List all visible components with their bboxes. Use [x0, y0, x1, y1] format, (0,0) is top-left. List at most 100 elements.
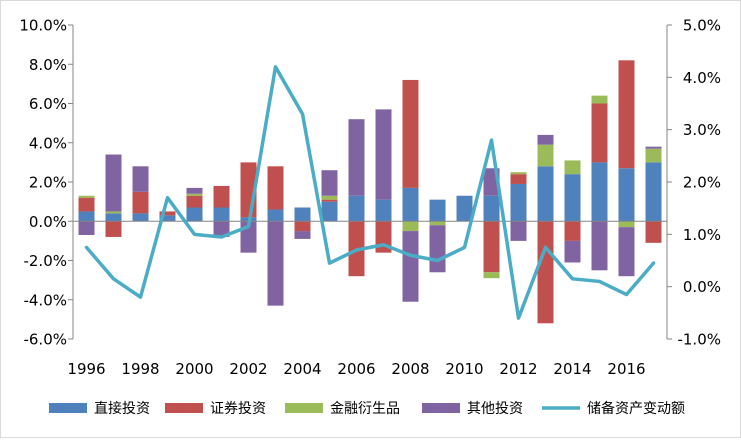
left-tick-label: -6.0% — [23, 331, 67, 349]
bar-segment — [510, 172, 527, 175]
x-tick-label: 1996 — [67, 360, 105, 378]
bar-segment — [510, 183, 527, 222]
bar-segment — [159, 211, 176, 216]
bar-segment — [564, 160, 581, 175]
bar-segment — [348, 119, 365, 196]
left-tick-label: -2.0% — [23, 252, 67, 270]
left-tick-label: 2.0% — [29, 174, 67, 192]
legend-label: 直接投资 — [94, 400, 150, 417]
bar-segment — [78, 221, 95, 235]
bar-segment — [186, 193, 203, 196]
bar-segment — [483, 221, 500, 273]
left-tick-label: 8.0% — [29, 56, 67, 74]
right-tick-label: 3.0% — [683, 121, 721, 139]
bar-segment — [132, 191, 149, 214]
bar-segment — [321, 195, 338, 200]
bar-segment — [510, 174, 527, 184]
x-tick-label: 2004 — [283, 360, 321, 378]
bar-segment — [186, 207, 203, 222]
right-tick-label: 5.0% — [683, 17, 721, 35]
bar-segment — [348, 195, 365, 222]
legend-swatch — [285, 403, 323, 413]
x-tick-label: 1998 — [121, 360, 159, 378]
bar-segment — [483, 272, 500, 279]
x-tick-label: 2012 — [499, 360, 537, 378]
bar-segment — [213, 207, 230, 222]
x-tick-label: 2014 — [553, 360, 591, 378]
bar-segment — [267, 221, 284, 306]
right-tick-label: 0.0% — [683, 278, 721, 296]
bar-segment — [267, 166, 284, 210]
x-tick-label: 2016 — [607, 360, 645, 378]
legend-label: 金融衍生品 — [330, 401, 400, 417]
bar-segment — [645, 146, 662, 149]
bar-segment — [105, 211, 122, 214]
bar-segment — [591, 95, 608, 104]
right-tick-label: 2.0% — [683, 174, 721, 192]
left-tick-label: 0.0% — [29, 213, 67, 231]
bar-segment — [456, 195, 473, 222]
line-layer — [84, 65, 656, 320]
bar-segment — [537, 166, 554, 222]
legend-label: 证券投资 — [210, 401, 266, 417]
left-tick-label: -4.0% — [23, 291, 67, 309]
x-tick-label: 2008 — [391, 360, 429, 378]
left-tick-label: 4.0% — [29, 134, 67, 152]
bar-segment — [564, 240, 581, 263]
bar-segment — [429, 221, 446, 226]
bar-segment — [483, 195, 500, 222]
right-tick-label: 4.0% — [683, 69, 721, 87]
bar-segment — [591, 162, 608, 222]
bar-segment — [78, 211, 95, 222]
left-tick-label: 10.0% — [19, 17, 67, 35]
bar-segment — [267, 209, 284, 222]
bar-segment — [132, 166, 149, 192]
bar-segment — [591, 103, 608, 163]
bar-segment — [213, 185, 230, 208]
legend-label: 其他投资 — [467, 401, 523, 417]
x-tick-label: 2000 — [175, 360, 213, 378]
x-tick-label: 2006 — [337, 360, 375, 378]
bar-segment — [564, 221, 581, 241]
bar-segment — [186, 187, 203, 194]
bar-segment — [78, 197, 95, 212]
bar-segment — [105, 213, 122, 222]
bar-segment — [402, 79, 419, 188]
right-tick-label: -1.0% — [677, 331, 721, 349]
bar-segment — [321, 201, 338, 222]
bar-segment — [321, 170, 338, 196]
bar-segment — [537, 144, 554, 167]
bar-segment — [618, 60, 635, 169]
bar-segment — [402, 231, 419, 302]
legend-label: 储备资产变动额 — [587, 400, 685, 417]
bar-segment — [645, 221, 662, 243]
bar-segment — [618, 227, 635, 277]
bar-segment — [510, 221, 527, 241]
series-line — [84, 65, 656, 320]
bar-segment — [537, 134, 554, 145]
bar-segment — [429, 199, 446, 222]
bar-segment — [591, 221, 608, 271]
bar-segment — [429, 225, 446, 273]
bar-segment — [645, 162, 662, 222]
bar-segment — [618, 168, 635, 222]
bar-segment — [564, 174, 581, 222]
bar-segment — [321, 199, 338, 202]
legend: 直接投资 证券投资 金融衍生品 其他投资 储备资产变动额 — [49, 400, 685, 417]
bar-segment — [645, 148, 662, 163]
bar-segment — [78, 195, 95, 198]
x-tick-label: 2002 — [229, 360, 267, 378]
bar-segment — [105, 154, 122, 212]
bar-segment — [618, 221, 635, 228]
bar-segment — [375, 109, 392, 200]
bar-segment — [375, 199, 392, 222]
right-tick-label: 1.0% — [683, 226, 721, 244]
legend-swatch — [422, 403, 460, 413]
bar-segment — [132, 213, 149, 222]
bar-segment — [294, 207, 311, 222]
bar-segment — [159, 215, 176, 222]
bar-segment — [294, 221, 311, 232]
bar-segment — [294, 231, 311, 239]
bar-segment — [105, 221, 122, 237]
